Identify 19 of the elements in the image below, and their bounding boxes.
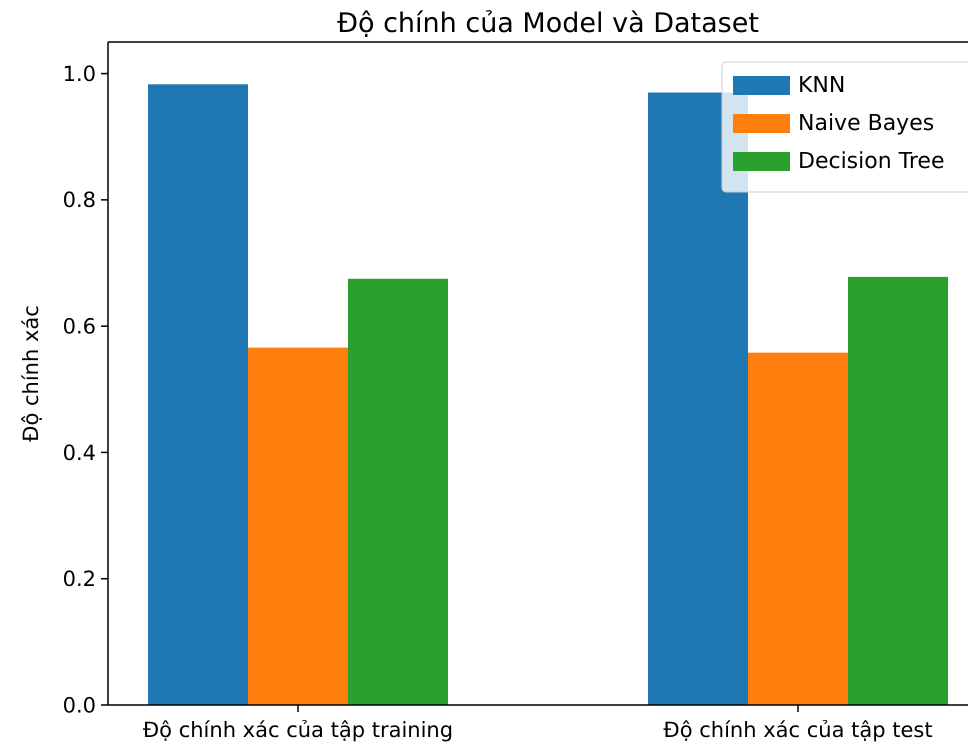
x-tick-label: Độ chính xác của tập training [142, 718, 454, 742]
bar [348, 278, 448, 705]
y-tick-label: 0.4 [62, 440, 96, 465]
bar [248, 348, 348, 705]
bar [848, 276, 948, 705]
y-tick-label: 1.0 [62, 62, 96, 86]
y-tick-label: 0.2 [62, 567, 96, 592]
y-tick-label: 0.6 [62, 314, 96, 338]
bar [748, 352, 848, 705]
chart-title: Độ chính của Model và Dataset [337, 8, 759, 39]
x-tick-label: Độ chính xác của tập test [663, 718, 933, 742]
y-axis-title: Độ chính xác [19, 305, 43, 442]
y-tick-label: 0.0 [62, 693, 96, 718]
bar [148, 84, 248, 705]
legend-label: Decision Tree [798, 149, 944, 174]
legend-label: KNN [798, 73, 846, 98]
bar [648, 92, 748, 705]
legend-label: Naive Bayes [798, 111, 934, 136]
y-tick-label: 0.8 [62, 188, 96, 212]
